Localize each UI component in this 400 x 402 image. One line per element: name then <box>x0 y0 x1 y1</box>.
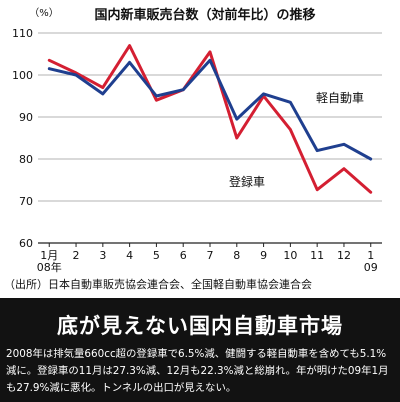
y-tick-label: 60 <box>19 237 33 250</box>
series-line-registered <box>47 44 373 194</box>
x-tick-label: 4 <box>126 249 133 262</box>
series-label-registered: 登録車 <box>229 174 265 189</box>
x-tick-label: 10 <box>283 249 297 262</box>
y-tick-label: 100 <box>12 69 33 82</box>
body-text: 2008年は排気量660cc超の登録車で6.5%減、健闘する軽自動車を含めても5… <box>6 348 389 394</box>
x-tick-label: 1月 <box>40 249 58 262</box>
series-label-kei: 軽自動車 <box>316 91 364 105</box>
x-tick-label: 6 <box>180 249 187 262</box>
x-tick-label: 8 <box>233 249 240 262</box>
chart-title: 国内新車販売台数（対前年比）の推移 <box>94 7 315 23</box>
y-tick-label: 80 <box>19 153 33 166</box>
x-tick-label: 7 <box>207 249 214 262</box>
x-tick-label: 3 <box>99 249 106 262</box>
x-tick-label: 12 <box>337 249 351 262</box>
x-tick-label: 1 <box>367 249 374 262</box>
y-tick-label: 70 <box>19 195 33 208</box>
y-tick-label: 90 <box>19 111 33 124</box>
x-tick-label: 11 <box>310 249 324 262</box>
series-line-kei <box>47 58 373 161</box>
x-tick-label: 5 <box>153 249 160 262</box>
x-tick-label: 9 <box>260 249 267 262</box>
caption-panel: 底が見えない国内自動車市場 2008年は排気量660cc超の登録車で6.5%減、… <box>0 298 400 402</box>
y-tick-label: 110 <box>12 27 33 40</box>
x-tick-label: 2 <box>73 249 80 262</box>
x-tick-label: 09 <box>364 261 378 274</box>
x-tick-label: 08年 <box>37 260 62 274</box>
source-note: （出所）日本自動車販売協会連合会、全国軽自動車協会連合会 <box>4 277 312 291</box>
headline: 底が見えない国内自動車市場 <box>57 313 343 338</box>
y-axis-unit: （%） <box>29 7 59 19</box>
